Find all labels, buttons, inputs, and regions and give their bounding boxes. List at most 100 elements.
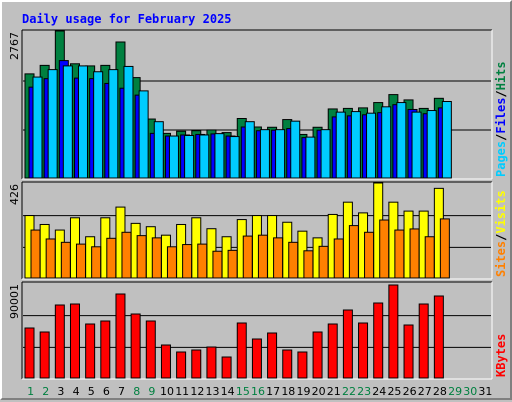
bar-sites-day-26 [409, 228, 420, 279]
bar-pages-day-6 [108, 69, 119, 179]
x-tick-label: 21 [327, 385, 341, 398]
bar-sites-day-2 [45, 238, 56, 279]
bar-pages-day-14 [229, 136, 240, 179]
bar-sites-day-28 [439, 218, 450, 279]
bar-kbytes-day-21 [327, 323, 338, 379]
chart-panels: 2767Pages/Files/Hits426Sites/Visits90001… [8, 29, 508, 380]
x-tick-label: 27 [418, 385, 432, 398]
bar-kbytes-day-14 [221, 356, 232, 379]
bar-pages-day-21 [335, 111, 346, 179]
x-tick-label: 24 [372, 385, 386, 398]
x-tick-label: 16 [251, 385, 265, 398]
bar-kbytes-day-19 [297, 351, 308, 379]
bar-pages-day-19 [305, 136, 316, 179]
bar-kbytes-day-2 [39, 331, 50, 379]
bar-kbytes-day-18 [282, 349, 293, 379]
bar-kbytes-day-16 [251, 338, 262, 379]
bar-sites-day-3 [60, 241, 71, 279]
bar-sites-day-27 [424, 236, 435, 279]
bar-pages-day-13 [214, 133, 225, 179]
bar-sites-day-17 [273, 237, 284, 279]
bar-kbytes-day-28 [433, 295, 444, 379]
x-tick-label: 15 [236, 385, 250, 398]
bar-kbytes-day-27 [418, 303, 429, 379]
bar-sites-day-15 [242, 235, 253, 279]
bar-sites-day-6 [106, 237, 117, 279]
series-kbytes [24, 284, 444, 379]
bar-kbytes-day-13 [206, 346, 217, 379]
legend-entry: / [494, 90, 508, 97]
bar-sites-day-11 [182, 244, 193, 279]
x-tick-label: 11 [175, 385, 189, 398]
bar-pages-day-27 [426, 110, 437, 179]
panel-visits-sites: 426 Sites/Visits [8, 181, 508, 280]
bar-sites-day-7 [121, 231, 132, 279]
bar-pages-day-18 [290, 120, 301, 179]
y-max-label: 90001 [8, 284, 21, 319]
bar-pages-day-25 [396, 102, 407, 179]
bar-kbytes-day-20 [312, 331, 323, 379]
legend-entry: Files [494, 98, 508, 134]
series-pages [32, 65, 452, 179]
x-tick-label: 2 [42, 385, 49, 398]
legend: Pages/Files/Hits [494, 61, 508, 177]
x-tick-label: 30 [463, 385, 477, 398]
bar-sites-day-23 [364, 231, 375, 279]
bar-sites-day-14 [227, 249, 238, 279]
x-tick-label: 10 [160, 385, 174, 398]
bar-sites-day-9 [151, 237, 162, 279]
legend-entry: Sites [494, 241, 508, 277]
x-tick-label: 9 [148, 385, 155, 398]
bar-sites-day-12 [197, 243, 208, 279]
legend-entry: Pages [494, 141, 508, 177]
chart-title: Daily usage for February 2025 [22, 12, 232, 26]
bar-pages-day-23 [366, 112, 377, 179]
legend-entry: KBytes [494, 334, 508, 377]
x-tick-label: 17 [266, 385, 280, 398]
bar-kbytes-day-1 [24, 327, 35, 379]
x-tick-label: 20 [312, 385, 326, 398]
bar-pages-day-2 [47, 69, 58, 179]
x-tick-label: 12 [190, 385, 204, 398]
legend-entry: Visits [494, 190, 508, 233]
bar-kbytes-day-25 [388, 284, 399, 379]
x-tick-label: 8 [133, 385, 140, 398]
bar-kbytes-day-5 [85, 323, 96, 379]
x-tick-label: 1 [27, 385, 34, 398]
bar-sites-day-21 [333, 238, 344, 279]
bar-pages-day-22 [350, 111, 361, 179]
y-max-label: 2767 [8, 32, 21, 60]
bar-sites-day-1 [30, 229, 41, 279]
bar-kbytes-day-9 [145, 320, 156, 379]
x-tick-label: 6 [103, 385, 110, 398]
series-sites [30, 218, 450, 279]
bar-kbytes-day-8 [130, 313, 141, 379]
bar-pages-day-3 [62, 65, 73, 179]
bar-pages-day-12 [199, 134, 210, 179]
bar-kbytes-day-15 [236, 322, 247, 379]
x-tick-label: 18 [281, 385, 295, 398]
bar-sites-day-20 [318, 245, 329, 279]
bar-pages-day-17 [275, 129, 286, 179]
bar-sites-day-5 [91, 246, 102, 279]
x-tick-label: 25 [387, 385, 401, 398]
bar-sites-day-19 [303, 250, 314, 279]
bar-sites-day-18 [288, 241, 299, 279]
bar-kbytes-day-22 [342, 309, 353, 379]
x-tick-label: 7 [118, 385, 125, 398]
bar-sites-day-10 [166, 246, 177, 279]
bar-kbytes-day-10 [160, 344, 171, 379]
bar-pages-day-20 [320, 129, 331, 179]
bar-pages-day-7 [123, 65, 134, 179]
bar-sites-day-22 [348, 225, 359, 279]
x-tick-label: 31 [478, 385, 492, 398]
series-visits [24, 182, 444, 279]
x-tick-label: 29 [448, 385, 462, 398]
x-tick-label: 4 [73, 385, 80, 398]
bar-sites-day-8 [136, 235, 147, 279]
x-tick-label: 22 [342, 385, 356, 398]
bar-kbytes-day-11 [176, 351, 187, 379]
bar-sites-day-25 [394, 229, 405, 279]
